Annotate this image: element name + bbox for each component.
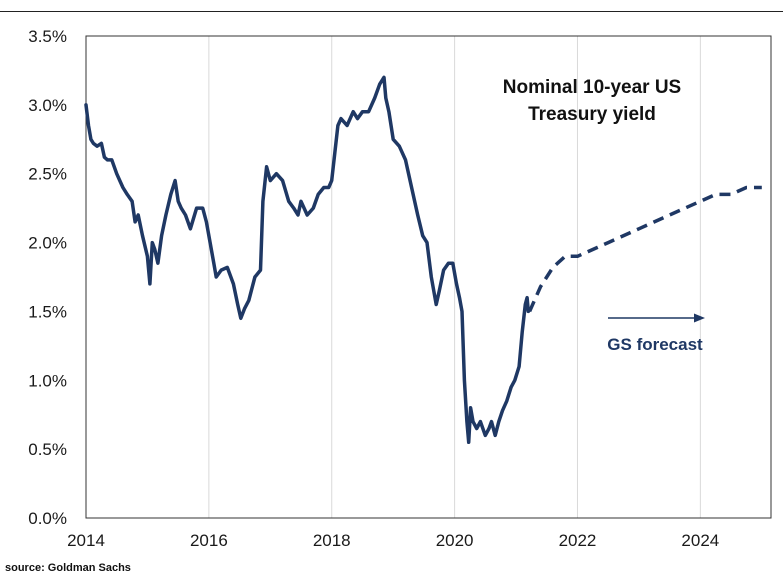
y-tick-label: 1.0% [28, 371, 67, 390]
y-axis: 0.0% 0.5% 1.0% 1.5% 2.0% 2.5% 3.0% 3.5% [28, 27, 67, 528]
yield-series-line [84, 75, 531, 445]
chart-title-line-1: Nominal 10-year US [503, 77, 681, 98]
x-axis: 2014 2016 2018 2020 2022 2024 [67, 531, 719, 550]
x-tick-label: 2022 [559, 531, 597, 550]
chart-title-line-2: Treasury yield [528, 104, 656, 125]
x-tick-label: 2016 [190, 531, 228, 550]
y-tick-label: 1.5% [28, 302, 67, 321]
y-tick-label: 0.5% [28, 440, 67, 459]
y-tick-label: 3.5% [28, 27, 67, 46]
source-note: source: Goldman Sachs [5, 562, 131, 574]
series-lines [84, 75, 762, 445]
y-tick-label: 2.0% [28, 234, 67, 253]
x-tick-label: 2020 [436, 531, 474, 550]
x-tick-label: 2024 [681, 531, 719, 550]
plot-frame [85, 35, 772, 519]
x-tick-label: 2018 [313, 531, 351, 550]
y-tick-label: 3.0% [28, 96, 67, 115]
top-rule [0, 11, 783, 12]
y-tick-label: 2.5% [28, 165, 67, 184]
forecast-annotation: GS forecast [607, 335, 703, 354]
gridlines [208, 36, 701, 518]
x-tick-label: 2014 [67, 531, 105, 550]
yield-chart: 0.0%0.5%1.0%1.5%2.0%2.5%3.0%3.5% 2014 201… [28, 27, 772, 550]
forecast-arrow-head [694, 313, 705, 323]
y-tick-label: 0.0% [28, 509, 67, 528]
forecast-series-line [528, 185, 762, 313]
